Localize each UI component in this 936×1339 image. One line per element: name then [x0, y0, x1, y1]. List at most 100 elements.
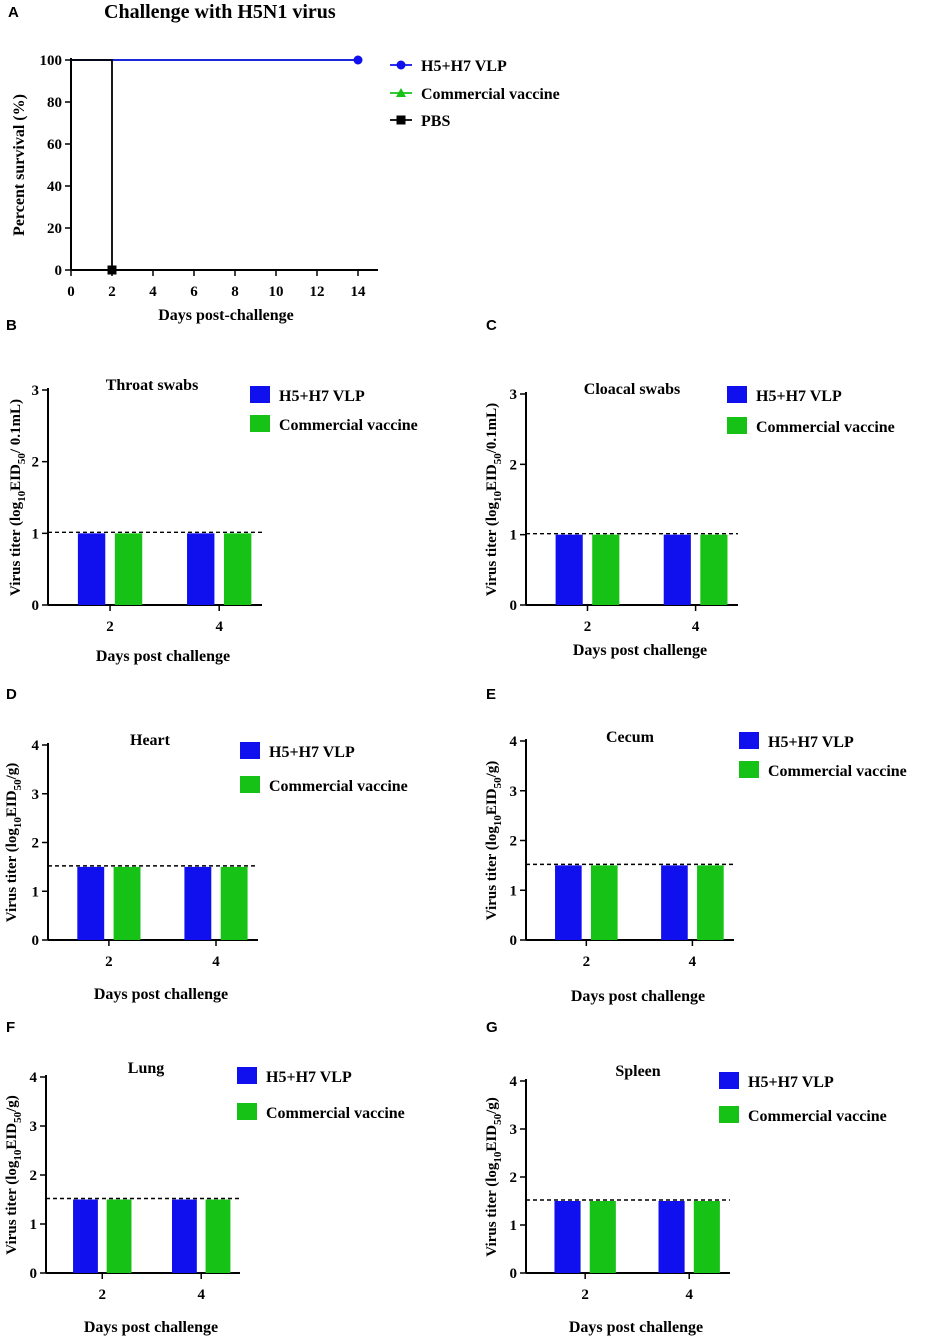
x-axis-label: Days post challenge [94, 986, 228, 1003]
chart-title: Challenge with H5N1 virus [104, 1, 336, 23]
panel-label: E [486, 686, 496, 703]
bar-commercial-day-4 [693, 1201, 720, 1273]
bar-commercial-day-2 [592, 534, 620, 605]
y-tick-label: 2 [32, 836, 40, 852]
x-axis-label: Days post challenge [569, 1319, 703, 1336]
legend-swatch [727, 417, 747, 434]
y-axis-label-part: Virus titer (log [4, 1160, 20, 1255]
x-axis-label: Days post challenge [573, 642, 707, 659]
y-axis-label-part: Virus titer (log [4, 828, 20, 923]
bar-commercial-day-2 [106, 1199, 132, 1273]
bar-commercial-day-2 [590, 865, 618, 940]
legend-label: H5+H7 VLP [748, 1074, 834, 1091]
bar-vlp-day-4 [658, 1201, 685, 1273]
y-axis-label-part: 50 [492, 1113, 504, 1125]
y-axis-label-part: 10 [16, 490, 28, 502]
panel-d: D Heart 0 1 2 3 4 2 4 Days post challenge Virus ti… [4, 686, 408, 1003]
chart-title: Heart [130, 732, 171, 749]
y-axis-label: Virus titer (log10EID50/g) [484, 761, 504, 921]
bar-vlp-day-2 [77, 533, 106, 605]
y-tick-label: 2 [32, 455, 40, 471]
legend-label: Commercial vaccine [269, 778, 408, 795]
legend-swatch [719, 1106, 739, 1123]
y-axis-label-part: 50 [12, 779, 24, 791]
legend-label: Commercial vaccine [266, 1105, 405, 1122]
y-tick-label: 2 [510, 834, 518, 850]
y-tick-label: 3 [32, 383, 40, 399]
y-axis-label: Virus titer (log10EID50/g) [4, 1095, 24, 1255]
panel-label: A [8, 4, 19, 21]
x-tick-label: 2 [105, 954, 113, 970]
legend-label: PBS [421, 113, 450, 130]
legend-label: Commercial vaccine [748, 1108, 887, 1125]
y-axis-label-part: EID [8, 464, 24, 491]
bar-commercial-day-2 [114, 533, 143, 605]
x-tick-label: 4 [685, 1287, 693, 1303]
panel-e: E Cecum 0 1 2 3 4 2 4 Days post challenge Virus ti… [484, 686, 907, 1005]
bar-vlp-day-4 [171, 1199, 197, 1273]
y-axis-label-part: /g) [4, 1095, 20, 1113]
x-tick-label: 4 [197, 1287, 205, 1303]
legend-label: H5+H7 VLP [279, 388, 365, 405]
y-tick-label: 3 [510, 387, 518, 403]
bar-vlp-day-4 [184, 866, 212, 940]
legend-label: Commercial vaccine [279, 417, 418, 434]
y-axis-label-part: Virus titer (log [484, 826, 500, 921]
legend-swatch [240, 776, 260, 793]
legend-swatch [237, 1067, 257, 1084]
x-axis-label: Days post-challenge [158, 307, 294, 324]
y-tick-label: 3 [510, 1122, 518, 1138]
x-tick-label: 6 [190, 284, 198, 300]
x-tick-label: 4 [215, 619, 223, 635]
x-tick-label: 2 [583, 954, 591, 970]
y-tick-label: 4 [32, 738, 40, 754]
bar-commercial-day-4 [220, 866, 248, 940]
y-tick-label: 60 [47, 137, 62, 153]
y-axis-label: Percent survival (%) [11, 94, 28, 236]
x-tick-label: 4 [212, 954, 220, 970]
y-tick-label: 0 [510, 598, 518, 614]
x-axis-label: Days post challenge [96, 648, 230, 665]
x-tick-label: 0 [67, 284, 75, 300]
y-tick-label: 1 [30, 1217, 38, 1233]
legend-marker-square [396, 115, 406, 125]
bar-commercial-day-2 [113, 866, 141, 940]
y-axis-label: Virus titer (log10EID50/0.1mL) [484, 403, 504, 596]
y-axis-label-part: Virus titer (log [484, 1162, 500, 1257]
x-tick-label: 2 [581, 1287, 589, 1303]
legend-marker-triangle [396, 88, 406, 97]
y-axis-label-part: 10 [492, 1151, 504, 1163]
y-axis-label-part: 50 [492, 777, 504, 789]
series-line-2 [71, 59, 113, 270]
y-tick-label: 0 [30, 1266, 38, 1282]
y-tick-label: 80 [47, 95, 62, 111]
y-tick-label: 0 [55, 263, 63, 279]
y-axis-label: Virus titer (log10EID50/ 0.1mL) [8, 399, 28, 596]
y-axis-label-part: 50 [12, 1111, 24, 1123]
bar-commercial-day-4 [205, 1199, 231, 1273]
bar-vlp-day-4 [663, 534, 691, 605]
panel-label: G [486, 1019, 498, 1036]
x-axis-label: Days post challenge [571, 988, 705, 1005]
y-tick-label: 4 [510, 734, 518, 750]
chart-title: Throat swabs [106, 377, 199, 394]
x-tick-label: 2 [108, 284, 116, 300]
y-tick-label: 2 [30, 1168, 38, 1184]
x-tick-label: 4 [692, 619, 700, 635]
panel-label: F [6, 1019, 15, 1036]
legend-swatch [240, 742, 260, 759]
x-tick-label: 8 [231, 284, 239, 300]
y-tick-label: 3 [32, 787, 40, 803]
bar-commercial-day-4 [697, 865, 724, 940]
bar-vlp-day-4 [661, 865, 688, 940]
x-axis-label: Days post challenge [84, 1319, 218, 1336]
chart-title: Cecum [606, 729, 655, 746]
y-tick-label: 1 [32, 884, 40, 900]
y-axis-label-part: 50 [16, 453, 28, 465]
y-tick-label: 4 [510, 1074, 518, 1090]
legend-swatch [739, 761, 759, 778]
y-axis-label-part: /g) [484, 1097, 500, 1115]
x-tick-label: 4 [149, 284, 157, 300]
y-tick-label: 1 [510, 528, 518, 544]
panel-g: G Spleen 0 1 2 3 4 2 4 Days post challenge Virus t… [484, 1019, 887, 1336]
